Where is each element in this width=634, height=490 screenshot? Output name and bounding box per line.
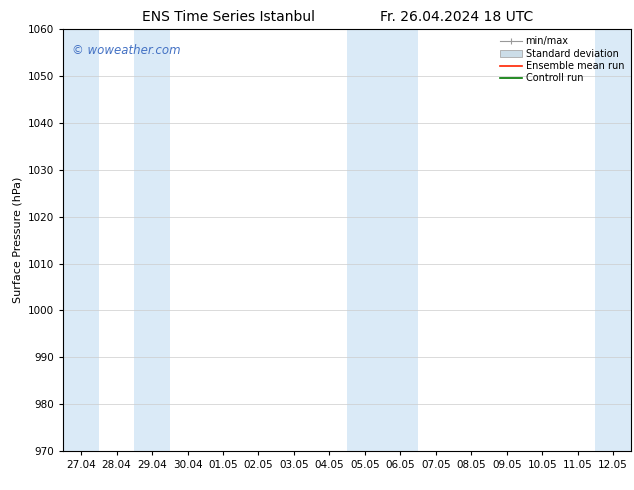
Y-axis label: Surface Pressure (hPa): Surface Pressure (hPa) <box>13 177 23 303</box>
Text: © woweather.com: © woweather.com <box>72 44 181 57</box>
Bar <box>63 29 99 451</box>
Legend: min/max, Standard deviation, Ensemble mean run, Controll run: min/max, Standard deviation, Ensemble me… <box>498 34 626 85</box>
Bar <box>347 29 418 451</box>
Bar <box>595 29 631 451</box>
Text: Fr. 26.04.2024 18 UTC: Fr. 26.04.2024 18 UTC <box>380 10 533 24</box>
Text: ENS Time Series Istanbul: ENS Time Series Istanbul <box>142 10 314 24</box>
Bar <box>134 29 170 451</box>
